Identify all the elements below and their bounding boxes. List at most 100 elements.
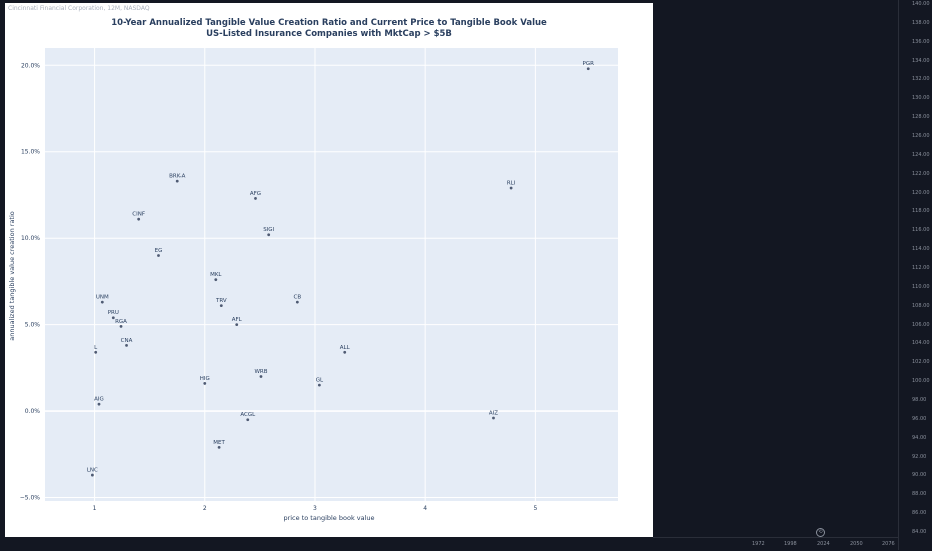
- x-tick-label: 3: [313, 505, 317, 512]
- time-tick-label: 1972: [752, 541, 765, 547]
- point-afl-label: AFL: [232, 317, 243, 323]
- price-tick-label: 88.00: [912, 491, 927, 498]
- point-brk-a-label: BRK-A: [169, 174, 185, 180]
- point-unm-label: UNM: [96, 295, 109, 301]
- point-aig-marker[interactable]: [97, 402, 101, 406]
- point-hig-label: HIG: [200, 376, 210, 382]
- point-pgr-marker[interactable]: [586, 67, 590, 71]
- price-axis[interactable]: 140.00 138.00 136.00 134.00 132.00 130.00 128.…: [898, 0, 932, 550]
- point-afg-label: AFG: [250, 191, 261, 197]
- time-axis[interactable]: 1972 1998 2024 2050 2076: [653, 537, 898, 551]
- x-tick-label: 4: [423, 505, 427, 512]
- point-hig-marker[interactable]: [203, 382, 207, 385]
- point-sigi-marker[interactable]: [267, 233, 271, 237]
- x-tick-label: 1: [93, 505, 97, 512]
- point-mkl-marker[interactable]: [214, 278, 218, 282]
- point-wrb-label: WRB: [254, 369, 267, 375]
- y-axis-label: annualized tangible value creation ratio: [8, 211, 16, 341]
- price-tick-label: 84.00: [912, 529, 927, 535]
- time-tick-label: 1998: [784, 541, 797, 547]
- point-all-marker[interactable]: [343, 350, 347, 354]
- plot-area: [45, 48, 618, 501]
- price-tick-label: 96.00: [912, 415, 927, 422]
- time-tick-label: 2050: [850, 541, 863, 547]
- point-cb-marker[interactable]: [295, 300, 299, 304]
- price-tick-label: 138.00: [912, 19, 930, 26]
- point-unm-marker[interactable]: [100, 300, 104, 304]
- point-rli-label: RLI: [507, 181, 516, 187]
- point-l-label: L: [94, 345, 98, 351]
- price-tick-label: 90.00: [912, 472, 927, 479]
- price-tick-label: 112.00: [912, 265, 930, 271]
- time-tick-label: 2076: [882, 541, 895, 547]
- y-tick-label: 0.0%: [25, 408, 41, 415]
- reset-chart-icon[interactable]: ⟲: [816, 528, 825, 537]
- price-tick-label: 100.00: [912, 378, 930, 385]
- y-tick-label: 15.0%: [21, 149, 40, 156]
- price-tick-label: 92.00: [912, 453, 927, 460]
- point-aiz-marker[interactable]: [492, 416, 495, 420]
- price-tick-label: 136.00: [912, 38, 930, 45]
- x-axis-label: price to tangible book value: [283, 514, 374, 522]
- y-tick-label: 20.0%: [21, 62, 40, 69]
- point-brk-a-marker[interactable]: [175, 179, 179, 183]
- y-tick-label: 10.0%: [21, 235, 40, 242]
- point-pru-marker[interactable]: [111, 316, 115, 320]
- point-trv-marker[interactable]: [219, 304, 223, 308]
- point-rga-marker[interactable]: [119, 324, 123, 328]
- scatter-chart: 1 2 3 4 5 −5.0% 0.0% 5.0% 10.0% 15.0% 20.0% PGR RLI…: [8, 18, 618, 522]
- price-tick-label: 108.00: [912, 302, 930, 309]
- point-cna-marker[interactable]: [125, 343, 128, 347]
- chart-panel: 1 2 3 4 5 −5.0% 0.0% 5.0% 10.0% 15.0% 20.0% PGR RLI…: [5, 3, 653, 537]
- point-met-marker[interactable]: [217, 446, 221, 449]
- price-tick-label: 86.00: [912, 510, 927, 517]
- y-tick-label: 5.0%: [25, 322, 41, 329]
- price-tick-label: 106.00: [912, 321, 930, 328]
- point-gl-marker[interactable]: [317, 383, 321, 387]
- price-tick-label: 94.00: [912, 434, 927, 441]
- price-tick-label: 118.00: [912, 208, 930, 215]
- price-tick-label: 104.00: [912, 340, 930, 347]
- point-afl-marker[interactable]: [235, 323, 239, 327]
- point-lnc-label: LNC: [87, 468, 98, 474]
- point-acgl-marker[interactable]: [246, 418, 250, 422]
- price-tick-label: 116.00: [912, 227, 930, 234]
- point-wrb-marker[interactable]: [259, 375, 263, 378]
- point-cna-label: CNA: [121, 338, 133, 344]
- point-all-label: ALL: [340, 345, 351, 351]
- grid-lines: [45, 48, 618, 501]
- price-tick-label: 124.00: [912, 151, 930, 158]
- point-mkl-label: MKL: [210, 272, 222, 278]
- point-eg-label: EG: [155, 248, 163, 254]
- price-tick-label: 126.00: [912, 133, 930, 139]
- price-tick-label: 102.00: [912, 359, 930, 366]
- x-tick-label: 2: [203, 505, 207, 512]
- point-afg-marker[interactable]: [254, 197, 257, 200]
- price-tick-label: 130.00: [912, 95, 930, 102]
- chart-title: 10-Year Annualized Tangible Value Creati…: [111, 18, 547, 28]
- point-eg-marker[interactable]: [157, 254, 160, 257]
- point-cinf-label: CINF: [132, 212, 145, 218]
- point-pru-label: PRU: [108, 310, 119, 316]
- point-met-label: MET: [213, 440, 225, 446]
- point-acgl-label: ACGL: [240, 412, 256, 418]
- price-tick-label: 134.00: [912, 57, 930, 64]
- point-lnc-marker[interactable]: [90, 473, 94, 477]
- x-tick-label: 5: [533, 505, 537, 512]
- point-rga-label: RGA: [115, 319, 127, 325]
- y-tick-label: −5.0%: [20, 495, 41, 502]
- point-l-marker[interactable]: [94, 350, 98, 354]
- point-rli-marker[interactable]: [509, 186, 513, 190]
- point-aig-label: AIG: [94, 397, 104, 403]
- point-cinf-marker[interactable]: [137, 217, 141, 221]
- chart-subtitle: US-Listed Insurance Companies with MktCa…: [206, 29, 452, 39]
- point-pgr-label: PGR: [583, 61, 595, 67]
- price-tick-label: 128.00: [912, 114, 930, 121]
- point-sigi-label: SIGI: [263, 227, 274, 233]
- price-tick-label: 114.00: [912, 246, 930, 253]
- price-tick-label: 132.00: [912, 76, 930, 83]
- time-tick-label: 2024: [817, 541, 830, 547]
- price-tick-label: 122.00: [912, 170, 930, 177]
- axes: 1 2 3 4 5 −5.0% 0.0% 5.0% 10.0% 15.0% 20.0%: [20, 62, 538, 512]
- price-tick-label: 140.00: [912, 1, 930, 7]
